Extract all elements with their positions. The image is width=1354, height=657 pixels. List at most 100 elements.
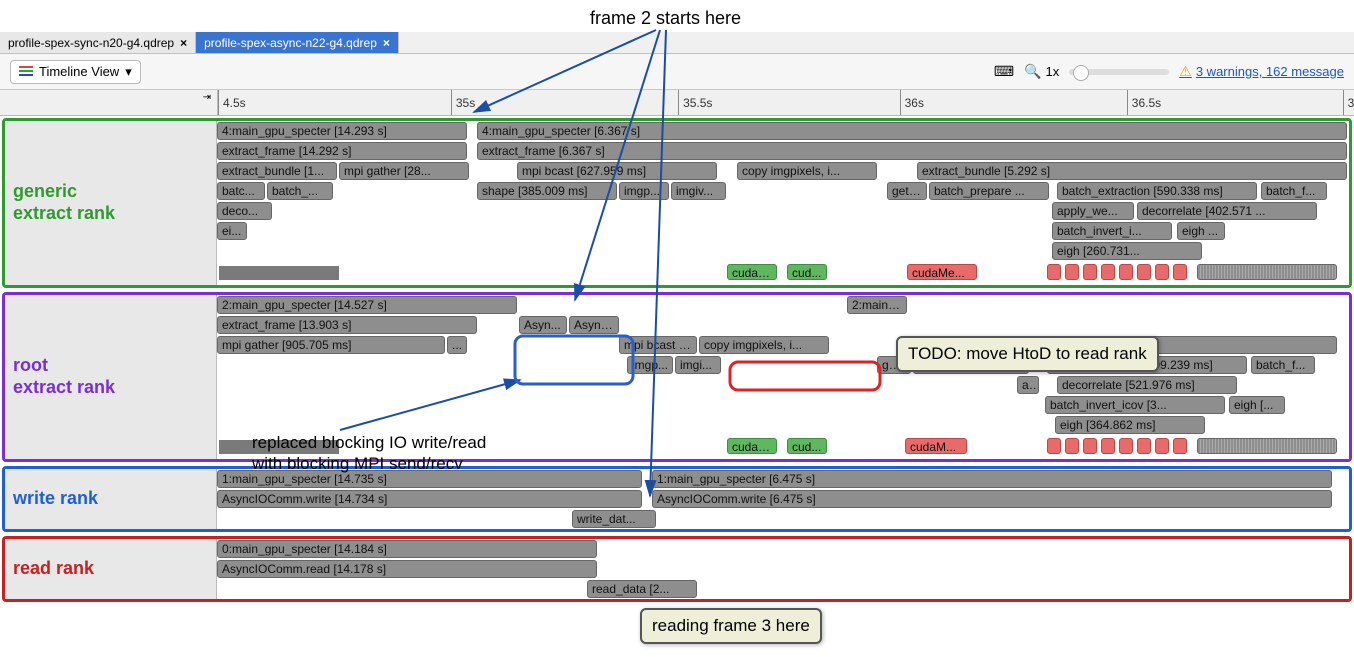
keyboard-icon[interactable]: ⌨ xyxy=(994,63,1014,80)
timeline-bar[interactable]: a... xyxy=(1017,376,1039,394)
timeline-bar[interactable]: 2:main_g... xyxy=(847,296,907,314)
cuda-bar[interactable]: cudaH... xyxy=(727,438,777,454)
timeline-bar[interactable]: copy imgpixels, i... xyxy=(699,336,829,354)
cuda-bar[interactable]: cudaMe... xyxy=(907,264,977,280)
timeline-bar[interactable]: extract_bundle [1... xyxy=(217,162,337,180)
timeline-bar[interactable]: Asyn... xyxy=(519,316,567,334)
timeline-bar[interactable]: extract_frame [13.903 s] xyxy=(217,316,477,334)
timeline-bar[interactable]: deco... xyxy=(217,202,272,220)
timeline-bar[interactable]: mpi gather [905.705 ms] xyxy=(217,336,445,354)
zoom-value: 1x xyxy=(1046,64,1060,79)
cuda-bar[interactable] xyxy=(1047,264,1061,280)
timeline-bar[interactable]: ei... xyxy=(217,222,247,240)
timeline-bar[interactable]: 2:main_gpu_specter [14.527 s] xyxy=(217,296,517,314)
timeline-area[interactable]: genericextract rank 4:main_gpu_specter [1… xyxy=(0,116,1354,657)
ruler-tick: 36s xyxy=(900,90,924,115)
cuda-bar[interactable] xyxy=(1155,438,1169,454)
timeline-bar[interactable]: batch_invert_icov [3... xyxy=(1045,396,1225,414)
timeline-bar[interactable]: shape [385.009 ms] xyxy=(477,182,617,200)
cuda-bar[interactable] xyxy=(1101,264,1115,280)
timeline-bar[interactable]: batch_extraction [590.338 ms] xyxy=(1057,182,1257,200)
timeline-bar[interactable]: extract_frame [6.367 s] xyxy=(477,142,1347,160)
timeline-bar[interactable]: batch_invert_i... xyxy=(1052,222,1172,240)
timeline-bar[interactable]: mpi gather [28... xyxy=(339,162,469,180)
timeline-bar[interactable]: mpi bcast [627.959 ms] xyxy=(517,162,717,180)
group-title: write rank xyxy=(13,488,208,510)
cuda-bar[interactable]: cudaM... xyxy=(905,438,967,454)
cuda-bar[interactable] xyxy=(1065,264,1079,280)
timeline-bar[interactable]: eigh [260.731... xyxy=(1052,242,1202,260)
timeline-bar[interactable]: 0:main_gpu_specter [14.184 s] xyxy=(217,540,597,558)
timeline-bar[interactable]: get_... xyxy=(887,182,927,200)
close-icon[interactable]: × xyxy=(383,36,390,50)
timeline-bar[interactable]: imgp... xyxy=(627,356,673,374)
timeline-bar[interactable]: AsyncIOComm.write [6.475 s] xyxy=(652,490,1332,508)
cuda-bar[interactable] xyxy=(1137,264,1151,280)
time-ruler[interactable]: ⇥ 4.5s35s35.5s36s36.5s37s xyxy=(0,90,1354,116)
cuda-bar[interactable] xyxy=(1101,438,1115,454)
track-group: write rank1:main_gpu_specter [14.735 s]1… xyxy=(2,466,1352,532)
timeline-bar[interactable]: write_dat... xyxy=(572,510,656,528)
chevron-down-icon: ▾ xyxy=(125,64,132,80)
timeline-bar[interactable]: imgi... xyxy=(675,356,721,374)
cuda-bar[interactable] xyxy=(1083,438,1097,454)
timeline-bar[interactable]: batch_f... xyxy=(1261,182,1327,200)
warnings-link[interactable]: ⚠ 3 warnings, 162 message xyxy=(1179,63,1344,80)
ruler-tick: 36.5s xyxy=(1127,90,1161,115)
ruler-marker-icon: ⇥ xyxy=(203,92,211,103)
tab-bar: profile-spex-sync-n20-g4.qdrep × profile… xyxy=(0,32,1354,54)
timeline-bar[interactable]: eigh ... xyxy=(1177,222,1225,240)
timeline-bar[interactable]: batch_f... xyxy=(1251,356,1315,374)
timeline-bar[interactable]: copy imgpixels, i... xyxy=(737,162,877,180)
cuda-bar[interactable] xyxy=(1119,264,1133,280)
timeline-bar[interactable]: ... xyxy=(447,336,467,354)
timeline-bar[interactable]: AsyncI... xyxy=(569,316,619,334)
callout-reading: reading frame 3 here xyxy=(640,608,822,644)
group-title: read rank xyxy=(13,558,208,580)
timeline-icon xyxy=(19,66,33,78)
timeline-bar[interactable]: 4:main_gpu_specter [14.293 s] xyxy=(217,122,467,140)
timeline-bar[interactable]: AsyncIOComm.write [14.734 s] xyxy=(217,490,642,508)
zoom-slider[interactable] xyxy=(1069,69,1169,75)
zoom-control[interactable]: 🔍 1x xyxy=(1024,63,1059,80)
timeline-bar[interactable]: imgiv... xyxy=(671,182,726,200)
timeline-bar[interactable]: mpi bcast [2... xyxy=(619,336,697,354)
tab-inactive[interactable]: profile-spex-sync-n20-g4.qdrep × xyxy=(0,32,196,53)
ruler-tick: 35.5s xyxy=(678,90,712,115)
timeline-bar[interactable]: eigh [... xyxy=(1229,396,1285,414)
timeline-bar[interactable]: AsyncIOComm.read [14.178 s] xyxy=(217,560,597,578)
cuda-bar[interactable]: cud... xyxy=(787,438,827,454)
cuda-bar[interactable] xyxy=(1137,438,1151,454)
tab-label: profile-spex-async-n22-g4.qdrep xyxy=(204,36,377,50)
cuda-bar[interactable] xyxy=(1065,438,1079,454)
view-selector[interactable]: Timeline View ▾ xyxy=(10,60,141,84)
timeline-bar[interactable]: decorrelate [521.976 ms] xyxy=(1057,376,1237,394)
view-label: Timeline View xyxy=(39,64,119,79)
tab-active[interactable]: profile-spex-async-n22-g4.qdrep × xyxy=(196,32,399,53)
timeline-bar[interactable]: extract_frame [14.292 s] xyxy=(217,142,467,160)
cuda-bar[interactable] xyxy=(1173,438,1187,454)
group-title: extract rank xyxy=(13,203,208,225)
tab-label: profile-spex-sync-n20-g4.qdrep xyxy=(8,36,174,50)
close-icon[interactable]: × xyxy=(180,36,187,50)
timeline-bar[interactable]: batch_prepare ... xyxy=(929,182,1049,200)
timeline-bar[interactable]: read_data [2... xyxy=(587,580,697,598)
cuda-bar[interactable] xyxy=(1083,264,1097,280)
timeline-bar[interactable]: 4:main_gpu_specter [6.367 s] xyxy=(477,122,1347,140)
magnifier-icon: 🔍 xyxy=(1024,63,1041,80)
cuda-bar[interactable] xyxy=(1047,438,1061,454)
timeline-bar[interactable]: decorrelate [402.571 ... xyxy=(1137,202,1317,220)
timeline-bar[interactable]: extract_bundle [5.292 s] xyxy=(917,162,1347,180)
cuda-bar[interactable]: cud... xyxy=(787,264,827,280)
timeline-bar[interactable]: imgp... xyxy=(619,182,669,200)
timeline-bar[interactable]: batc... xyxy=(217,182,265,200)
timeline-bar[interactable]: 1:main_gpu_specter [6.475 s] xyxy=(652,470,1332,488)
cuda-bar[interactable] xyxy=(1173,264,1187,280)
cuda-bar[interactable] xyxy=(1155,264,1169,280)
timeline-bar[interactable]: batch_... xyxy=(267,182,333,200)
cuda-bar[interactable] xyxy=(1119,438,1133,454)
timeline-bar[interactable]: eigh [364.862 ms] xyxy=(1055,416,1205,434)
group-title: generic xyxy=(13,181,208,203)
cuda-bar[interactable]: cudaH... xyxy=(727,264,777,280)
timeline-bar[interactable]: apply_we... xyxy=(1052,202,1134,220)
